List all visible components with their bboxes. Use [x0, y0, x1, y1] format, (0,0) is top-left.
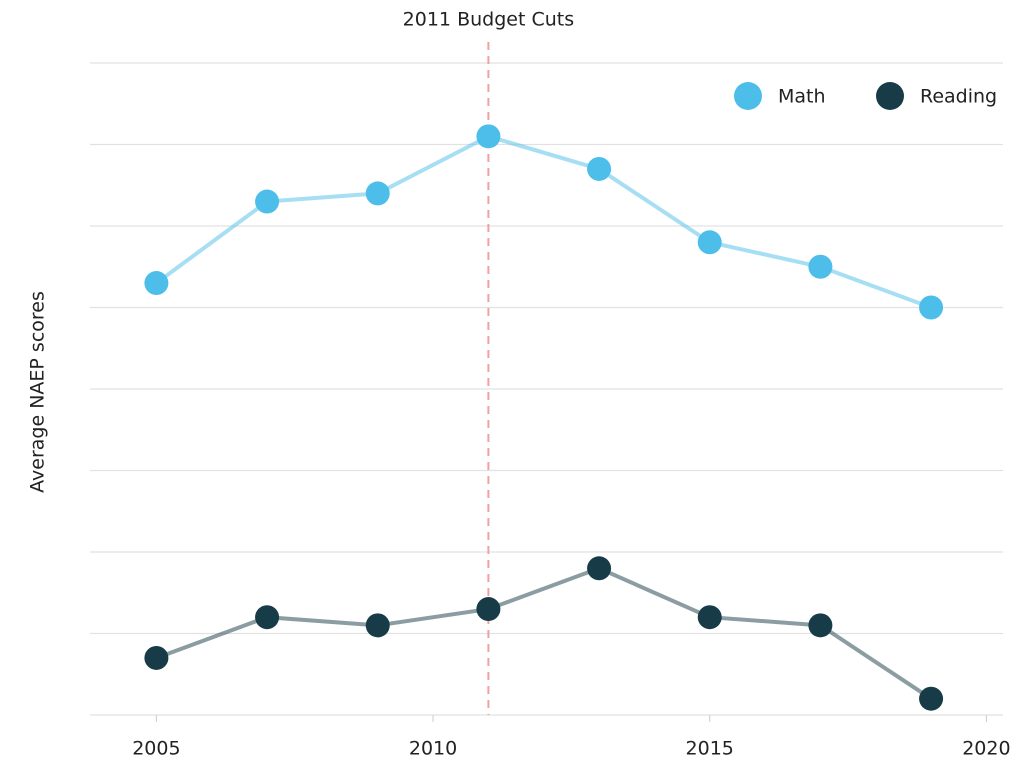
- point: [144, 271, 169, 296]
- legend-label: Reading: [920, 86, 997, 108]
- series-line: [155, 134, 932, 310]
- point: [587, 156, 612, 181]
- point: [808, 613, 833, 638]
- annotation-label: 2011 Budget Cuts: [403, 9, 574, 31]
- point: [919, 686, 944, 711]
- x-tick-label: 2020: [962, 738, 1010, 760]
- point: [587, 556, 612, 581]
- x-tick-label: 2005: [132, 738, 180, 760]
- point: [808, 254, 833, 279]
- point: [697, 605, 722, 630]
- legend-marker: [876, 82, 904, 110]
- point: [365, 613, 390, 638]
- legend-marker: [734, 82, 762, 110]
- point: [476, 124, 501, 149]
- point: [255, 605, 280, 630]
- legend-label: Math: [778, 86, 826, 108]
- point: [255, 189, 280, 214]
- point: [697, 230, 722, 255]
- point: [365, 181, 390, 206]
- x-tick-label: 2010: [409, 738, 457, 760]
- y-axis-label: Average NAEP scores: [27, 291, 49, 493]
- series-line: [155, 566, 933, 701]
- point: [144, 645, 169, 670]
- x-tick-label: 2015: [686, 738, 734, 760]
- point: [919, 295, 944, 320]
- point: [476, 597, 501, 622]
